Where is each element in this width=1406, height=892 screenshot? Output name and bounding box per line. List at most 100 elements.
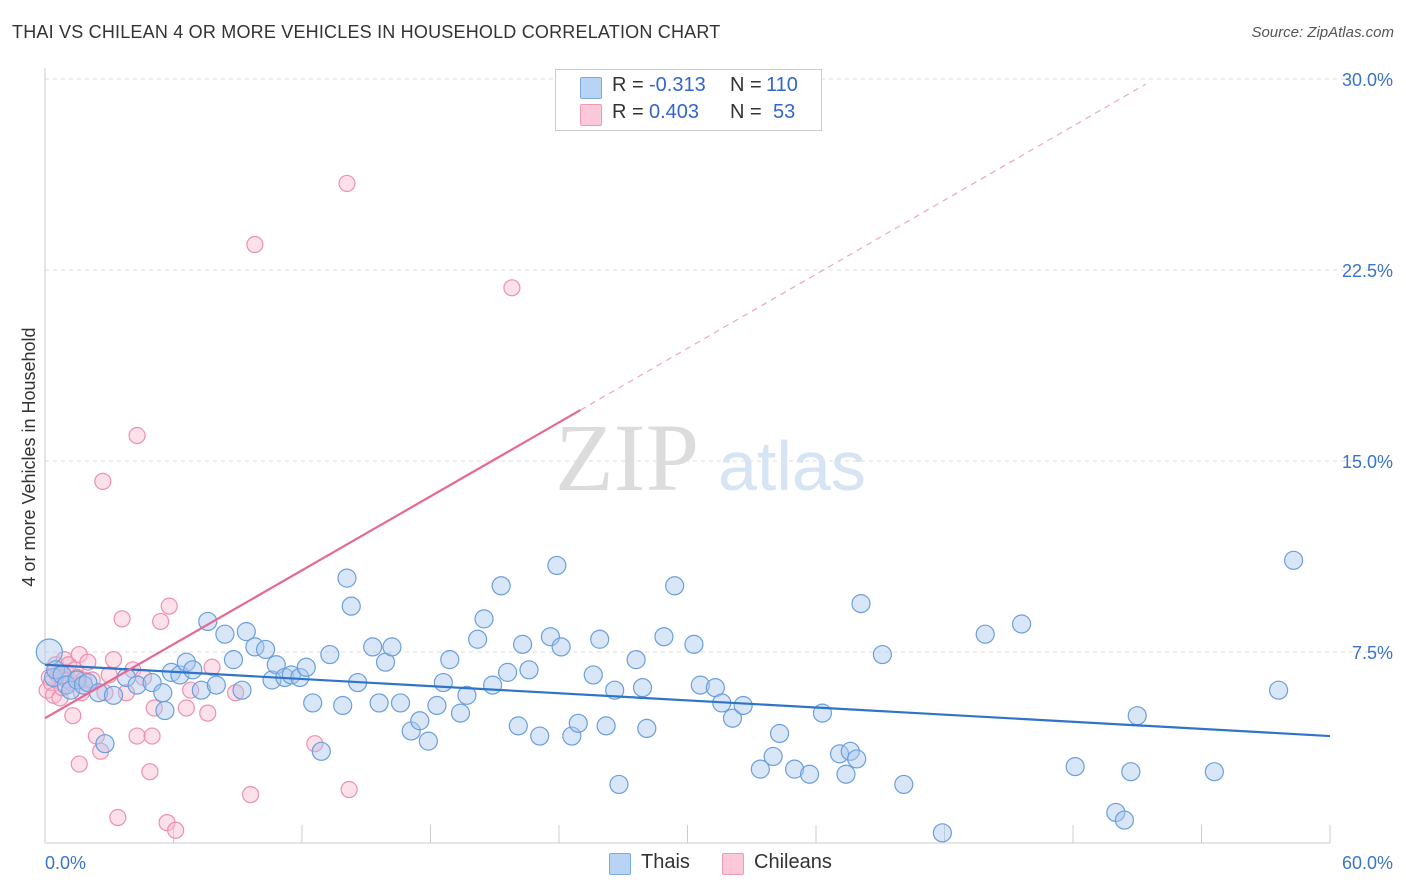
thais-swatch: [609, 853, 631, 875]
thai-point: [840, 741, 860, 761]
thai-point: [341, 596, 361, 616]
chilean-point: [338, 174, 356, 193]
chilean-point: [199, 704, 217, 722]
chileans-swatch: [722, 853, 744, 875]
thai-point: [799, 764, 820, 784]
thai-point: [155, 700, 175, 721]
thai-point: [851, 594, 871, 614]
y-axis-label: 4 or more Vehicles in Household: [19, 327, 39, 586]
thai-point: [508, 716, 528, 736]
correlation-legend: R = -0.313 N = 110 R = 0.403 N = 53: [555, 69, 822, 131]
thai-point: [530, 726, 550, 746]
thai-point: [457, 685, 477, 705]
chilean-point: [64, 707, 82, 725]
thai-point: [1114, 810, 1135, 830]
thai-point: [733, 695, 753, 716]
thai-point: [1204, 762, 1224, 782]
thai-point: [483, 675, 503, 695]
chilean-point: [141, 763, 159, 781]
thai-point: [626, 650, 646, 670]
thai-point: [872, 644, 892, 665]
thai-point: [654, 627, 674, 647]
thai-point: [491, 576, 511, 596]
thai-point: [769, 723, 790, 744]
thai-point: [127, 675, 147, 695]
thai-point: [590, 629, 610, 649]
chilean-point: [94, 472, 112, 490]
thai-point: [637, 718, 657, 739]
tick-labels: 7.5% 15.0% 22.5% 30.0% 0.0% 60.0%: [45, 70, 1393, 873]
chilean-trend-line: [44, 409, 581, 720]
legend-r-label: R =: [612, 101, 644, 123]
thai-point: [333, 695, 353, 716]
thai-point: [836, 764, 856, 784]
grid-lines: [45, 78, 1392, 653]
thai-point: [512, 634, 533, 654]
thai-point: [440, 650, 460, 670]
thai-point: [847, 749, 867, 769]
chart-source: Source: ZipAtlas.com: [1251, 24, 1394, 41]
legend-n-label: N =: [730, 74, 762, 96]
thai-point: [763, 746, 783, 767]
thai-point: [605, 680, 625, 700]
chilean-point: [503, 279, 521, 297]
thai-point: [1011, 614, 1032, 634]
chilean-point: [340, 780, 358, 799]
chilean-point: [70, 755, 88, 773]
thai-point: [337, 568, 357, 588]
trend-lines: [44, 83, 1331, 738]
thais-swatch: [580, 77, 602, 99]
thai-point: [320, 644, 340, 665]
thai-point: [519, 660, 539, 680]
chilean-point: [177, 699, 195, 717]
thai-point: [568, 713, 588, 733]
thai-point: [363, 637, 383, 657]
chilean-point: [203, 658, 221, 676]
chart-title: THAI VS CHILEAN 4 OR MORE VEHICLES IN HO…: [12, 22, 721, 42]
chileans-swatch: [580, 104, 602, 126]
thai-point: [236, 622, 256, 642]
chilean-point: [104, 651, 123, 669]
axes: [44, 68, 1331, 844]
y-tick-label: 7.5%: [1352, 643, 1393, 663]
thai-point: [468, 629, 488, 649]
thai-point: [722, 708, 743, 728]
thai-point: [583, 665, 603, 685]
thai-point: [665, 576, 685, 596]
thai-point: [750, 759, 770, 779]
x-tick-label: 60.0%: [1342, 853, 1393, 873]
chilean-point: [306, 735, 324, 753]
thai-point: [191, 680, 211, 700]
thai-point: [103, 685, 124, 705]
thai-point: [1065, 756, 1085, 777]
thai-point: [296, 657, 316, 677]
thai-point: [975, 624, 995, 644]
thai-point: [410, 711, 430, 731]
legend-n-value: 110: [766, 74, 798, 96]
chilean-point: [128, 426, 146, 445]
thai-point: [684, 634, 704, 654]
watermark: ZIP atlas: [555, 404, 866, 511]
thai-point: [390, 693, 411, 713]
thai-point: [784, 759, 805, 779]
chilean-point: [143, 727, 161, 745]
thai-point: [551, 637, 571, 657]
x-tick-label: 0.0%: [45, 853, 86, 873]
thai-point: [183, 660, 203, 680]
legend-n-value: 53: [773, 101, 796, 123]
legend-label-thais: Thais: [641, 851, 690, 873]
thai-trend-line: [44, 663, 1331, 738]
thai-point: [427, 695, 447, 716]
chilean-point: [152, 612, 170, 631]
chilean-point: [242, 786, 260, 804]
thai-point: [632, 678, 653, 698]
thai-point: [369, 693, 389, 713]
thai-point: [1121, 762, 1141, 782]
thai-point: [690, 675, 710, 695]
thai-point: [215, 624, 235, 644]
chilean-point: [160, 597, 178, 615]
thai-point: [596, 716, 616, 736]
thai-point: [61, 680, 81, 700]
y-tick-label: 30.0%: [1342, 70, 1393, 90]
